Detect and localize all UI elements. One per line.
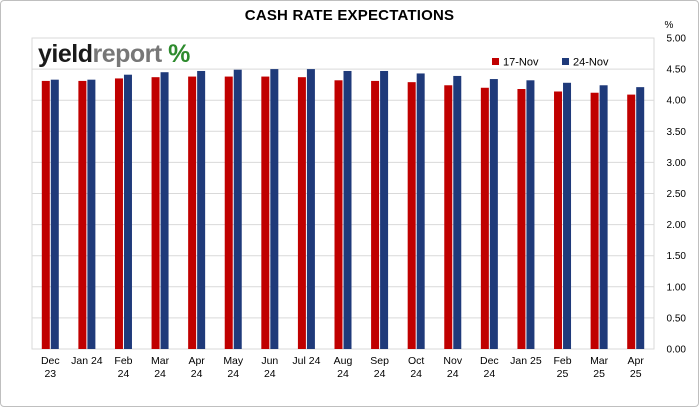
x-tick-label: Jun 24 [261,355,278,380]
y-tick-label: 3.50 [667,127,687,138]
x-tick-label: Feb 24 [114,355,132,380]
y-tick-label: 4.50 [667,65,687,76]
x-tick-label: May 24 [223,355,244,380]
y-tick-label: 5.00 [667,34,687,45]
y-tick-label: 0.50 [667,313,687,324]
x-tick-label: Oct 24 [408,355,424,380]
x-tick-label: Mar 24 [151,355,170,380]
bar-17-nov [41,80,50,349]
yieldreport-logo: yieldreport % [38,40,190,69]
legend-swatch [562,58,569,65]
bar-17-nov [554,91,563,349]
logo-part-yield: yield [38,40,93,68]
x-tick-label: Apr 24 [188,355,205,380]
y-tick-label: 4.00 [667,96,687,107]
y-tick-label: 1.50 [667,251,687,262]
bar-17-nov [590,92,599,350]
bar-17-nov [407,82,416,350]
bar-24-nov [489,79,498,349]
y-tick-label: 3.00 [667,158,687,169]
bar-24-nov [416,73,425,349]
x-axis-ticks: Dec 23 Jan 24 Feb 24 Mar 24 Apr 24 May 24 Jun 24 Jul … [41,355,644,380]
bar-17-nov [517,89,526,349]
bar-17-nov [261,76,270,350]
x-tick-label: Feb 25 [553,355,571,380]
bar-24-nov [599,85,608,349]
bar-17-nov [224,76,233,350]
x-tick-label: Sep 24 [370,355,389,380]
bar-24-nov [343,70,352,349]
chart-title: CASH RATE EXPECTATIONS [244,7,455,24]
bar-24-nov [123,74,132,349]
legend-label: 24-Nov [573,57,609,69]
legend: 17-Nov 24-Nov [492,57,609,69]
bar-17-nov [114,78,123,350]
logo-part-report: report [92,40,162,68]
x-tick-label: Dec 24 [480,355,499,380]
x-tick-label: Jan 25 [510,355,542,367]
x-tick-label: Dec 23 [41,355,60,380]
bar-24-nov [50,79,59,349]
y-axis-unit-label: % [665,20,674,31]
bar-17-nov [78,80,87,349]
bar-17-nov [151,77,160,349]
legend-swatch [492,58,499,65]
y-tick-label: 2.50 [667,189,687,200]
bar-17-nov [480,87,489,349]
bar-17-nov [334,80,343,350]
bar-17-nov [297,77,306,349]
bar-17-nov [188,76,197,350]
bar-24-nov [636,87,645,349]
x-tick-label: Nov 24 [443,355,462,380]
bar-24-nov [160,72,169,350]
x-tick-label: Jan 24 [71,355,103,367]
bar-24-nov [197,70,206,349]
plot-area-border [31,37,655,350]
y-axis-ticks: 0.00 0.50 1.00 1.50 2.00 2.50 3.00 3.50 4.00 4.50… [667,34,687,356]
bar-24-nov [453,75,462,349]
x-tick-label: Jul 24 [292,355,320,367]
bar-17-nov [627,94,636,350]
bar-24-nov [270,69,279,349]
y-tick-label: 2.00 [667,220,687,231]
y-tick-label: 0.00 [667,345,687,356]
logo-percent-icon: % [168,40,190,68]
x-tick-label: Apr 25 [628,355,645,380]
bar-24-nov [380,70,389,349]
x-tick-label: Aug 24 [334,355,353,380]
y-tick-label: 1.00 [667,282,687,293]
bar-24-nov [233,69,242,350]
x-tick-label: Mar 25 [590,355,609,380]
legend-label: 17-Nov [503,57,539,69]
bar-17-nov [444,85,453,349]
bar-24-nov [563,82,572,349]
bar-17-nov [371,80,380,349]
bars [41,69,645,350]
bar-24-nov [87,79,96,349]
bar-24-nov [526,80,535,350]
bar-24-nov [306,69,315,349]
